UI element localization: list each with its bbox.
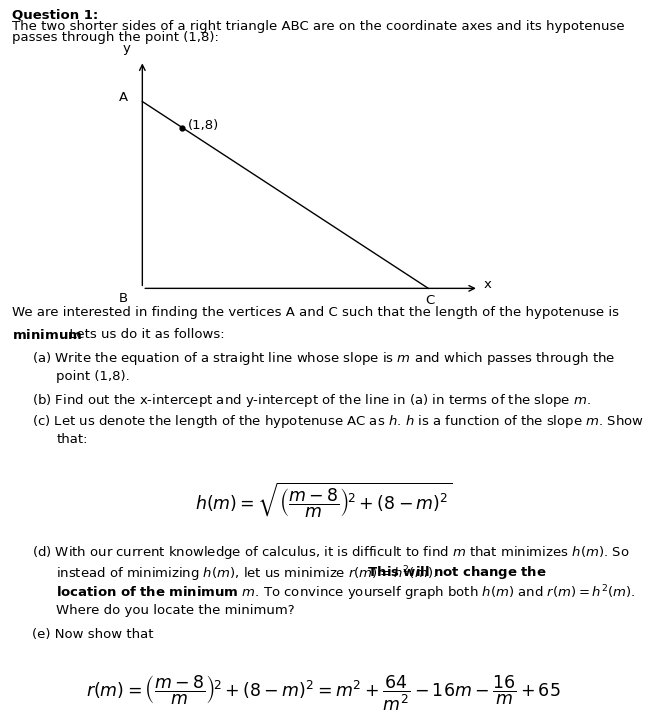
Text: The two shorter sides of a right triangle ABC are on the coordinate axes and its: The two shorter sides of a right triangl… bbox=[12, 20, 624, 33]
Text: B: B bbox=[119, 292, 128, 305]
Text: . Lets us do it as follows:: . Lets us do it as follows: bbox=[61, 328, 225, 340]
Text: Where do you locate the minimum?: Where do you locate the minimum? bbox=[56, 604, 295, 617]
Text: passes through the point (1,8):: passes through the point (1,8): bbox=[12, 31, 219, 44]
Text: (e) Now show that: (e) Now show that bbox=[32, 628, 154, 641]
Text: y: y bbox=[122, 42, 130, 55]
Text: C: C bbox=[426, 294, 435, 307]
Text: Question 1:: Question 1: bbox=[12, 9, 98, 21]
Text: We are interested in finding the vertices A and C such that the length of the hy: We are interested in finding the vertice… bbox=[12, 306, 619, 319]
Text: (c) Let us denote the length of the hypotenuse AC as $h$. $h$ is a function of t: (c) Let us denote the length of the hypo… bbox=[32, 413, 644, 430]
Text: (b) Find out the x-intercept and y-intercept of the line in (a) in terms of the : (b) Find out the x-intercept and y-inter… bbox=[32, 392, 591, 409]
Text: (1,8): (1,8) bbox=[188, 119, 219, 132]
Text: $\mathbf{This\ will\ not\ change\ the}$: $\mathbf{This\ will\ not\ change\ the}$ bbox=[56, 564, 547, 581]
Text: $\mathbf{minimum}$: $\mathbf{minimum}$ bbox=[12, 328, 82, 342]
Text: $\mathbf{location\ of\ the\ minimum}$ $m$. To convince yourself graph both $h(m): $\mathbf{location\ of\ the\ minimum}$ $m… bbox=[56, 584, 635, 604]
Text: (a) Write the equation of a straight line whose slope is $m$ and which passes th: (a) Write the equation of a straight lin… bbox=[32, 350, 616, 367]
Text: $h(m) = \sqrt{\left(\dfrac{m-8}{m}\right)^{\!2} + (8-m)^2}$: $h(m) = \sqrt{\left(\dfrac{m-8}{m}\right… bbox=[195, 481, 452, 520]
Text: x: x bbox=[484, 278, 492, 291]
Text: A: A bbox=[119, 91, 128, 105]
Text: instead of minimizing $h(m)$, let us minimize $r(m) = h^2(m)$.: instead of minimizing $h(m)$, let us min… bbox=[56, 564, 439, 584]
Text: (d) With our current knowledge of calculus, it is difficult to find $m$ that min: (d) With our current knowledge of calcul… bbox=[32, 544, 630, 561]
Text: that:: that: bbox=[56, 433, 88, 446]
Text: $r(m) = \left(\dfrac{m-8}{m}\right)^{\!2} + (8-m)^2 = m^2 + \dfrac{64}{m^2} - 16: $r(m) = \left(\dfrac{m-8}{m}\right)^{\!2… bbox=[86, 674, 561, 712]
Text: point (1,8).: point (1,8). bbox=[56, 370, 130, 383]
